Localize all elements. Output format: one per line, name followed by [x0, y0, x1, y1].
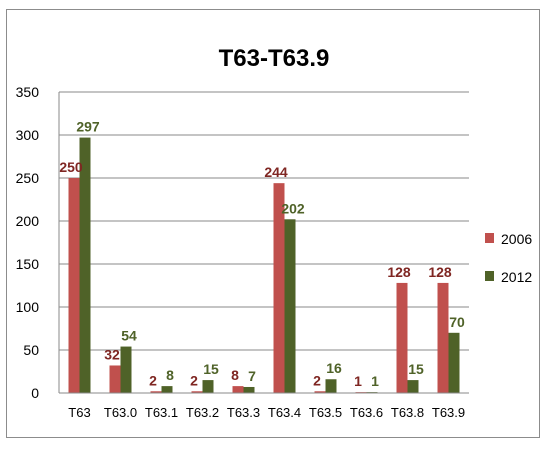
data-label-2006-T63.8: 128: [387, 264, 411, 280]
bar-2006-T63.9: [437, 282, 449, 393]
bar-2012-T63.0: [120, 346, 132, 393]
x-tick-label: T63: [68, 405, 90, 420]
y-tick-label: 300: [16, 127, 40, 143]
y-tick-label: 200: [16, 213, 40, 229]
gridlines: [59, 91, 469, 351]
bar-2012-T63.5: [325, 379, 337, 393]
x-tick-label: T63.4: [268, 405, 301, 420]
data-label-2006-T63.9: 128: [428, 264, 452, 280]
legend-swatch-2006: [485, 233, 494, 243]
bar-2006-T63.3: [232, 386, 244, 393]
bar-2006-T63.8: [396, 282, 408, 393]
bar-2012-T63.8: [407, 380, 419, 393]
bar-2006-T63.1: [150, 391, 162, 393]
data-label-2012-T63.9: 70: [449, 314, 465, 330]
bar-2006-T63.0: [109, 365, 121, 393]
x-tick-label: T63.2: [186, 405, 219, 420]
legend-swatch-2012: [485, 271, 494, 281]
chart-frame: T63-T63.9 0 50 100 150 200 250 300 350 250 297 32…: [6, 9, 540, 438]
data-label-2012-T63.3: 7: [248, 368, 256, 384]
legend-label-2006: 2006: [501, 231, 532, 247]
bar-chart: T63-T63.9 0 50 100 150 200 250 300 350 250 297 32…: [16, 45, 533, 420]
data-label-2006-T63.4: 244: [264, 164, 288, 180]
data-label-2006-T63.3: 8: [231, 367, 239, 383]
data-label-2012-T63.6: 1: [371, 373, 379, 389]
x-tick-label: T63.3: [227, 405, 260, 420]
legend: 2006 2012: [485, 231, 532, 285]
bar-2006-T63.4: [273, 183, 285, 393]
bar-2012-T63.1: [161, 386, 173, 393]
bar-2012-T63: [79, 137, 91, 393]
data-label-2012-T63.0: 54: [121, 328, 137, 344]
data-label-2006-T63: 250: [59, 159, 83, 175]
data-label-2006-T63.1: 2: [149, 372, 157, 388]
x-axis: T63 T63.0 T63.1 T63.2 T63.3 T63.4 T63.5 T63.6 T6…: [59, 392, 469, 420]
data-label-2006-T63.0: 32: [104, 346, 120, 362]
data-label-2012-T63.2: 15: [203, 361, 219, 377]
bar-2012-T63.2: [202, 380, 214, 393]
x-tick-label: T63.0: [104, 405, 137, 420]
bar-2006-T63: [68, 178, 80, 393]
x-tick-label: T63.5: [309, 405, 342, 420]
bar-2006-T63.2: [191, 391, 203, 393]
y-tick-label: 350: [16, 84, 40, 100]
data-label-2006-T63.6: 1: [354, 373, 362, 389]
bar-2006-T63.5: [314, 391, 326, 393]
y-tick-label: 250: [16, 170, 40, 186]
x-tick-label: T63.8: [391, 405, 424, 420]
bar-2012-T63.9: [448, 332, 460, 393]
y-tick-label: 100: [16, 299, 40, 315]
y-axis: 0 50 100 150 200 250 300 350: [16, 84, 60, 401]
y-tick-label: 150: [16, 256, 40, 272]
data-label-2012-T63.1: 8: [166, 367, 174, 383]
data-label-2006-T63.2: 2: [190, 372, 198, 388]
data-label-2012-T63.8: 15: [408, 361, 424, 377]
data-label-2006-T63.5: 2: [313, 372, 321, 388]
data-label-2012-T63.5: 16: [326, 360, 342, 376]
data-label-2012-T63: 297: [76, 119, 100, 135]
y-tick-label: 0: [31, 385, 39, 401]
x-tick-label: T63.1: [145, 405, 178, 420]
data-label-2012-T63.4: 202: [281, 200, 305, 216]
x-tick-label: T63.6: [350, 405, 383, 420]
x-tick-label: T63.9: [432, 405, 465, 420]
y-tick-label: 50: [23, 342, 39, 358]
bar-2012-T63.3: [243, 386, 255, 393]
legend-label-2012: 2012: [501, 269, 532, 285]
bars: [68, 137, 460, 393]
chart-title: T63-T63.9: [219, 45, 330, 72]
bar-2012-T63.4: [284, 219, 296, 393]
